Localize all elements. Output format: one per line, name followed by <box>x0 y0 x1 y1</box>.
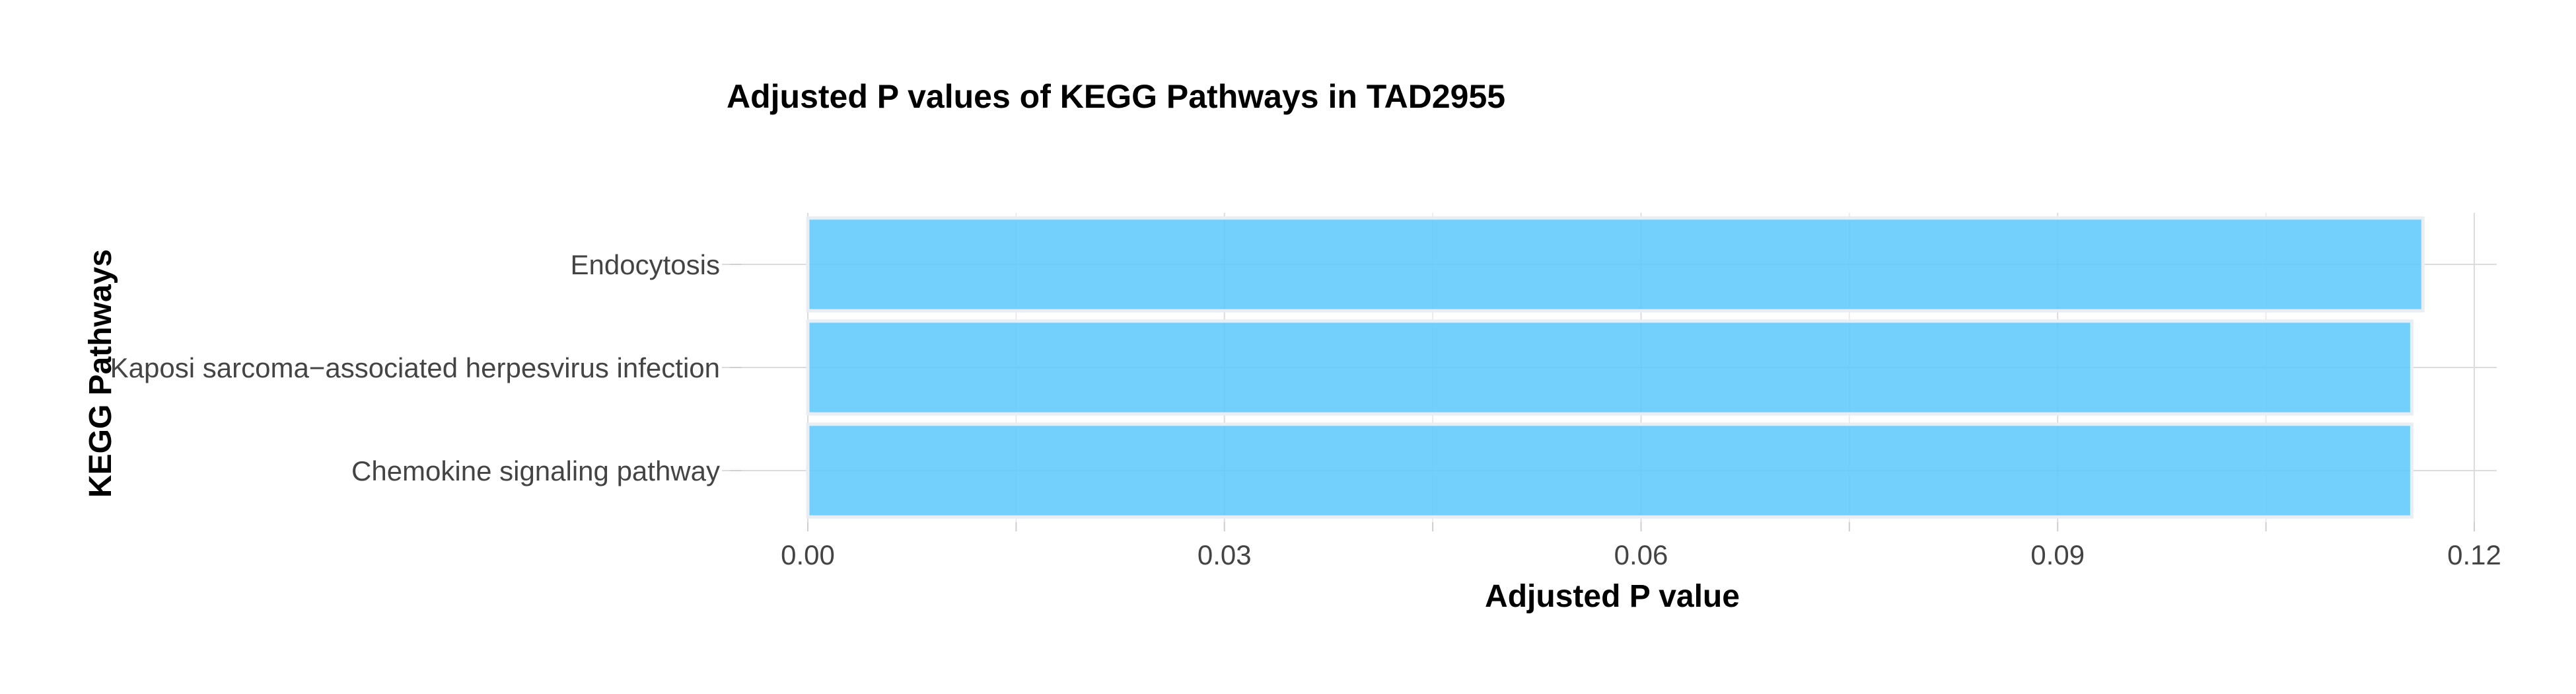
y-tick-label: Kaposi sarcoma−associated herpesvirus in… <box>110 352 720 383</box>
bar <box>806 319 2414 416</box>
x-tick-label: 0.03 <box>1198 539 1252 570</box>
y-tick-label: Chemokine signaling pathway <box>351 455 720 486</box>
bars <box>806 216 2425 519</box>
x-tick-label: 0.06 <box>1614 539 1668 570</box>
x-tick-label: 0.12 <box>2447 539 2501 570</box>
chart-title: Adjusted P values of KEGG Pathways in TA… <box>727 78 1505 115</box>
axis-ticks: 0.00 0.03 0.06 0.09 0.12 Endocytosis Kaposi sa… <box>110 249 2501 570</box>
y-tick-label: Endocytosis <box>571 249 720 280</box>
bar <box>806 422 2414 519</box>
x-axis-title: Adjusted P value <box>1485 579 1740 614</box>
x-tick-label: 0.09 <box>2030 539 2085 570</box>
y-axis-title: KEGG Pathways <box>83 249 118 498</box>
bar <box>806 216 2425 313</box>
x-tick-label: 0.00 <box>781 539 835 570</box>
